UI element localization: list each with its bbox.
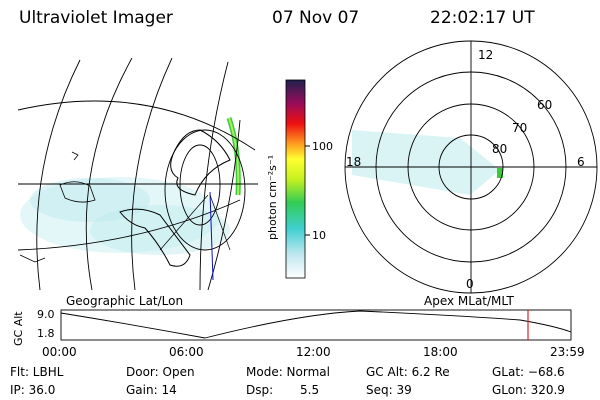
time-label: 22:02:17 UT [430, 8, 535, 28]
seq-status: Seq: 39 [366, 383, 412, 397]
glon-status: GLon: 320.9 [492, 383, 565, 397]
ip-status: IP: 36.0 [10, 383, 56, 397]
door-status: Door: Open [126, 365, 195, 379]
alt-ylabel: GC Alt [12, 311, 25, 346]
glat-status: GLat: −68.6 [492, 365, 565, 379]
instrument-title: Ultraviolet Imager [19, 8, 173, 28]
polar-emission-region [352, 130, 503, 195]
colorbar-unit-label: photon cm⁻²s⁻¹ [266, 155, 279, 240]
map-satellite-track [209, 191, 214, 281]
alt-status: GC Alt: 6.2 Re [366, 365, 450, 379]
mode-status: Mode: Normal [246, 365, 330, 379]
polar-panel-label: Apex MLat/MLT [424, 294, 514, 308]
colorbar-scale [285, 79, 306, 279]
alt-xtick-0600: 06:00 [169, 345, 204, 359]
mlt-label-6: 6 [577, 155, 585, 169]
altitude-curve [60, 310, 572, 339]
mlat-label-70: 70 [512, 121, 527, 135]
date-label: 07 Nov 07 [272, 8, 360, 28]
alt-xtick-1200: 12:00 [296, 345, 331, 359]
alt-ytick-1-8: 1.8 [37, 327, 55, 340]
filter-status: Flt: LBHL [10, 365, 64, 379]
colorbar-tick-10: 10 [312, 229, 326, 242]
gain-status: Gain: 14 [126, 383, 177, 397]
map-panel-label: Geographic Lat/Lon [66, 294, 184, 308]
dsp-label: Dsp: [246, 383, 274, 397]
colorbar-tick-100: 100 [312, 140, 333, 153]
mlt-label-0: 0 [466, 277, 474, 291]
mlt-label-12: 12 [478, 48, 493, 62]
alt-xtick-1800: 18:00 [423, 345, 458, 359]
dsp-value: 5.5 [300, 383, 320, 397]
alt-xtick-0000: 00:00 [42, 345, 77, 359]
alt-xtick-2359: 23:59 [550, 345, 585, 359]
mlat-label-80: 80 [492, 142, 507, 156]
mlt-label-18: 18 [346, 155, 361, 169]
alt-ytick-9: 9.0 [37, 308, 55, 321]
mlat-label-60: 60 [537, 98, 552, 112]
